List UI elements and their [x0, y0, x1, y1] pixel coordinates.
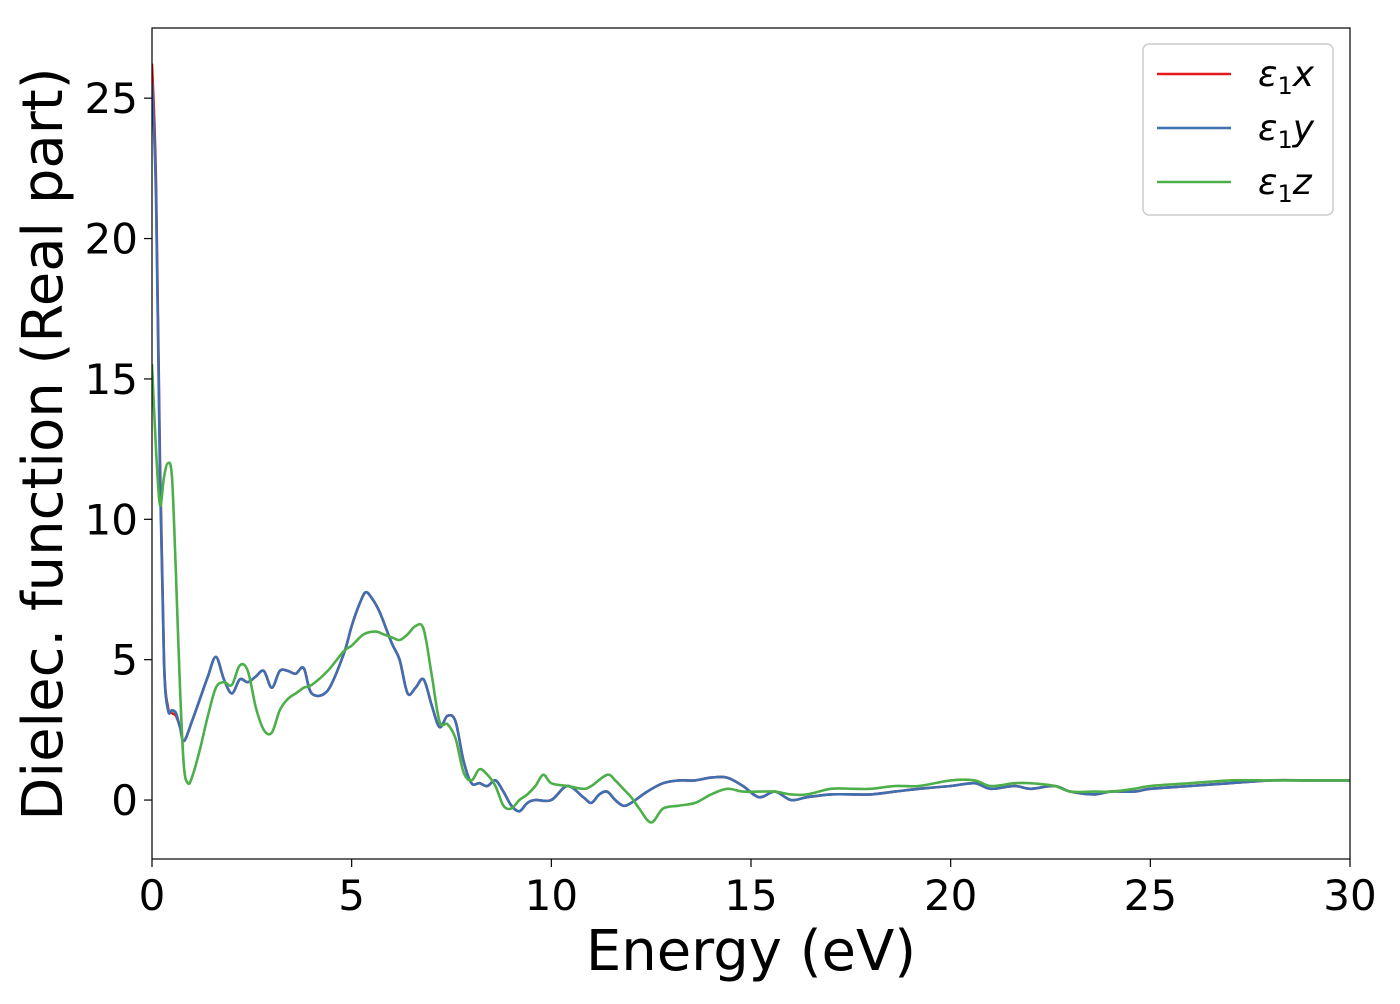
x-tick-label: 0: [139, 871, 166, 920]
x-tick-label: 10: [525, 871, 578, 920]
x-axis-ticks: 0 5 10 15 20 25 30: [139, 859, 1377, 920]
x-tick-label: 25: [1124, 871, 1177, 920]
y-axis-ticks: 0 5 10 15 20 25: [85, 74, 152, 825]
x-tick-label: 30: [1323, 871, 1376, 920]
x-tick-label: 20: [924, 871, 977, 920]
legend-label-y: ε1y: [1258, 108, 1315, 154]
y-tick-label: 0: [111, 776, 138, 825]
y-tick-label: 20: [85, 215, 138, 264]
series-line-z: [152, 363, 1350, 824]
legend: ε1x ε1y ε1z: [1142, 43, 1334, 216]
x-tick-label: 5: [338, 871, 365, 920]
legend-box: [1142, 43, 1334, 216]
legend-label-x: ε1x: [1258, 54, 1315, 100]
y-axis-label: Dielec. function (Real part): [11, 67, 76, 820]
x-tick-label: 15: [724, 871, 777, 920]
series-layer: [152, 63, 1350, 824]
y-tick-label: 10: [85, 495, 138, 544]
y-tick-label: 5: [111, 636, 138, 685]
x-axis-label: Energy (eV): [586, 919, 916, 984]
y-tick-label: 15: [85, 355, 138, 404]
legend-label-z: ε1z: [1258, 162, 1313, 208]
y-tick-label: 25: [85, 74, 138, 123]
